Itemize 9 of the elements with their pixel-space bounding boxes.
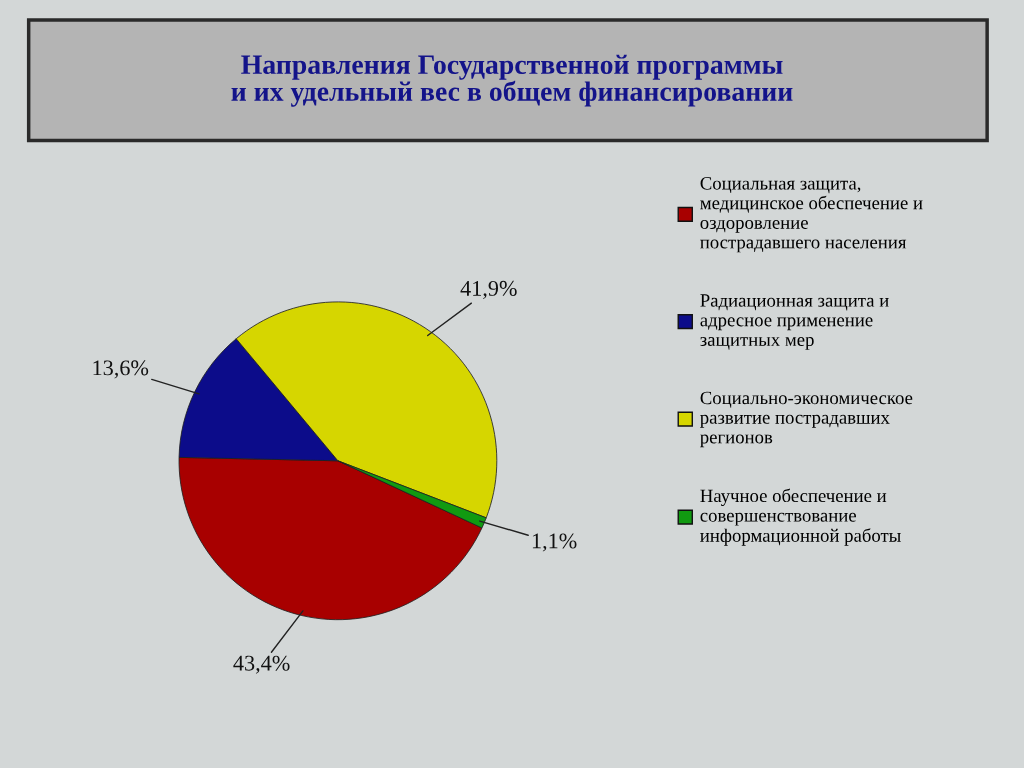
legend-label: Социально-экономическое развитие пострадавших регионов	[700, 391, 913, 448]
legend-label: Радиационная защита и адресное применение защитных мер	[700, 294, 889, 350]
legend-label: Социальная защита, медицинское обеспечение и оздоровление пострадавшего населения	[700, 177, 923, 253]
data-label: 43,4%	[233, 655, 290, 674]
legend-label: Научное обеспечение и совершенствование информационной работы	[700, 488, 901, 546]
data-label: 41,9%	[460, 280, 517, 300]
data-label: 1,1%	[532, 533, 577, 552]
data-label: 13,6%	[93, 360, 149, 379]
chart-title: Направления Государственной программы и их удельный вес в общем финансировании	[231, 54, 793, 107]
